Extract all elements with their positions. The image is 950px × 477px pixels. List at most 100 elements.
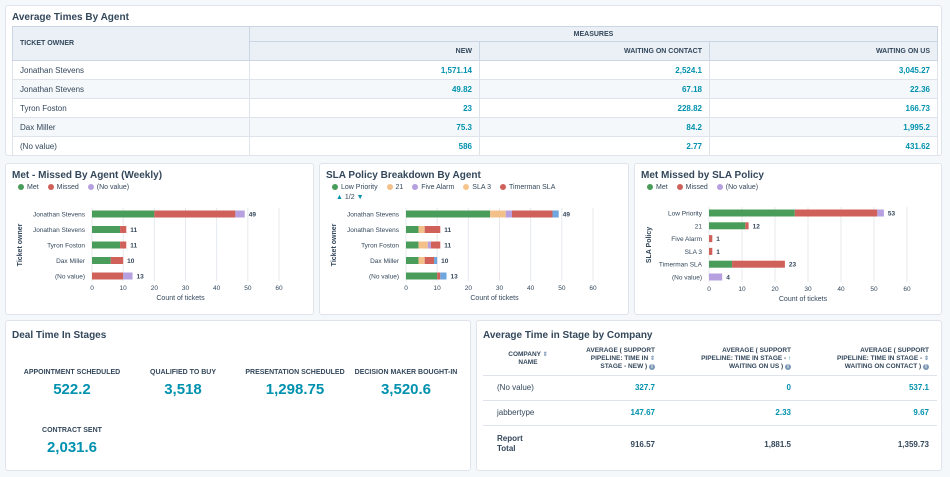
bar-segment[interactable] bbox=[440, 272, 447, 280]
bar-segment[interactable] bbox=[92, 257, 111, 264]
bar-segment[interactable] bbox=[511, 210, 553, 218]
bar-segment[interactable] bbox=[709, 222, 746, 230]
value-cell[interactable]: 9.67 bbox=[799, 400, 937, 426]
value-cell[interactable]: 2.77 bbox=[479, 136, 710, 155]
avg-waiting-contact-header[interactable]: AVERAGE ( SUPPORT PIPELINE: TIME IN STAG… bbox=[799, 343, 937, 376]
pager-prev-icon[interactable]: ▲ bbox=[336, 194, 343, 201]
legend-dot-icon bbox=[412, 184, 419, 190]
value-cell[interactable]: 327.7 bbox=[573, 375, 663, 401]
bar-segment[interactable] bbox=[709, 273, 723, 281]
col-waiting-us-header[interactable]: WAITING ON US bbox=[709, 41, 938, 61]
owner-name: Jonathan Stevens bbox=[12, 79, 250, 99]
value-cell[interactable]: 2,524.1 bbox=[479, 60, 710, 80]
value-cell[interactable]: 3,045.27 bbox=[709, 60, 938, 80]
bar-segment[interactable] bbox=[92, 226, 121, 233]
info-icon[interactable]: i bbox=[923, 363, 929, 370]
info-icon[interactable]: i bbox=[649, 363, 655, 370]
bar-segment[interactable] bbox=[709, 235, 713, 243]
bar-segment[interactable] bbox=[709, 209, 795, 217]
bar-segment[interactable] bbox=[430, 241, 441, 249]
bar-segment[interactable] bbox=[424, 257, 435, 264]
bar-segment[interactable] bbox=[437, 272, 441, 280]
legend-item[interactable]: Missed bbox=[676, 184, 708, 191]
bar-segment[interactable] bbox=[120, 241, 127, 249]
bar-segment[interactable] bbox=[709, 247, 713, 255]
sort-icon[interactable]: ⇕ bbox=[923, 355, 929, 362]
legend-item[interactable]: Five Alarm bbox=[412, 184, 454, 191]
sort-icon[interactable]: ⇕ bbox=[649, 355, 655, 362]
bar-segment[interactable] bbox=[745, 222, 749, 230]
bar-segment[interactable] bbox=[406, 226, 419, 233]
bar-segment[interactable] bbox=[110, 257, 124, 264]
bar-segment[interactable] bbox=[154, 210, 236, 218]
bar-segment[interactable] bbox=[418, 241, 428, 249]
bar-segment[interactable] bbox=[490, 210, 506, 218]
kpi-appointment-scheduled[interactable]: APPOINTMENT SCHEDULED 522.2 bbox=[17, 369, 127, 398]
legend-item[interactable]: Met bbox=[18, 184, 39, 191]
legend-item[interactable]: 21 bbox=[386, 184, 403, 191]
info-icon[interactable]: i bbox=[785, 363, 791, 370]
value-cell[interactable]: 0 bbox=[663, 375, 799, 401]
bar-segment[interactable] bbox=[424, 226, 441, 233]
bar-segment[interactable] bbox=[434, 257, 438, 264]
legend-item[interactable]: SLA 3 bbox=[463, 184, 491, 191]
legend-item[interactable]: Timerman SLA bbox=[499, 184, 555, 191]
avg-waiting-us-header[interactable]: AVERAGE ( SUPPORT PIPELINE: TIME IN STAG… bbox=[663, 343, 799, 376]
value-cell[interactable]: 537.1 bbox=[799, 375, 937, 401]
value-cell[interactable]: 586 bbox=[249, 136, 480, 155]
legend-item[interactable]: Low Priority bbox=[332, 184, 378, 191]
bar-segment[interactable] bbox=[709, 260, 733, 268]
ticket-owner-header[interactable]: TICKET OWNER bbox=[12, 26, 250, 61]
value-cell[interactable]: 22.36 bbox=[709, 79, 938, 99]
bar-segment[interactable] bbox=[406, 210, 491, 218]
value-cell[interactable]: 23 bbox=[249, 98, 480, 118]
kpi-decision-maker-bought-in[interactable]: DECISION MAKER BOUGHT-IN 3,520.6 bbox=[351, 369, 461, 398]
bar-segment[interactable] bbox=[732, 260, 785, 268]
kpi-contract-sent[interactable]: CONTRACT SENT 2,031.6 bbox=[17, 427, 127, 456]
legend-item[interactable]: (No value) bbox=[87, 184, 129, 191]
bar-segment[interactable] bbox=[794, 209, 878, 217]
bar-segment[interactable] bbox=[418, 257, 425, 264]
value-cell[interactable]: 1,995.2 bbox=[709, 117, 938, 137]
col-waiting-contact-header[interactable]: WAITING ON CONTACT bbox=[479, 41, 710, 61]
company-name-header[interactable]: COMPANY ⇕ NAME bbox=[483, 343, 573, 376]
kpi-presentation-scheduled[interactable]: PRESENTATION SCHEDULED 1,298.75 bbox=[240, 369, 350, 398]
bar-segment[interactable] bbox=[123, 272, 133, 280]
bar-segment[interactable] bbox=[552, 210, 559, 218]
value-cell[interactable]: 1,571.14 bbox=[249, 60, 480, 80]
bar-segment[interactable] bbox=[877, 209, 884, 217]
legend-item[interactable]: Met bbox=[647, 184, 668, 191]
value-cell[interactable]: 84.2 bbox=[479, 117, 710, 137]
bar-segment[interactable] bbox=[427, 241, 431, 249]
bar-segment[interactable] bbox=[120, 226, 127, 233]
sort-up-icon[interactable]: ↑ bbox=[788, 355, 791, 362]
header-line: WAITING ON CONTACT ) bbox=[844, 362, 922, 370]
bar-segment[interactable] bbox=[418, 226, 425, 233]
met-missed-card: Met - Missed By Agent (Weekly) Met Misse… bbox=[5, 163, 314, 315]
bar-segment[interactable] bbox=[235, 210, 245, 218]
bar-segment[interactable] bbox=[92, 241, 121, 249]
col-new-header[interactable]: NEW bbox=[249, 41, 480, 61]
avg-new-header[interactable]: AVERAGE ( SUPPORT PIPELINE: TIME IN ⇕ ST… bbox=[573, 343, 663, 376]
bar-segment[interactable] bbox=[92, 272, 124, 280]
pager-next-icon[interactable]: ▼ bbox=[356, 194, 364, 201]
bar-segment[interactable] bbox=[505, 210, 512, 218]
legend-item[interactable]: (No value) bbox=[716, 184, 758, 191]
value-cell[interactable]: 75.3 bbox=[249, 117, 480, 137]
bar-segment[interactable] bbox=[406, 241, 419, 249]
bar-segment[interactable] bbox=[92, 210, 155, 218]
kpi-qualified-to-buy[interactable]: QUALIFIED TO BUY 3,518 bbox=[128, 369, 238, 398]
bar-segment[interactable] bbox=[406, 257, 419, 264]
measures-header: MEASURES bbox=[249, 26, 938, 42]
sort-icon[interactable]: ⇕ bbox=[542, 351, 548, 358]
bar-segment[interactable] bbox=[406, 272, 438, 280]
value-cell[interactable]: 228.82 bbox=[479, 98, 710, 118]
value-cell[interactable]: 147.67 bbox=[573, 400, 663, 426]
legend-dot-icon bbox=[18, 184, 24, 190]
value-cell[interactable]: 431.62 bbox=[709, 136, 938, 155]
value-cell[interactable]: 49.82 bbox=[249, 79, 480, 99]
value-cell[interactable]: 67.18 bbox=[479, 79, 710, 99]
legend-item[interactable]: Missed bbox=[47, 184, 79, 191]
value-cell[interactable]: 2.33 bbox=[663, 400, 799, 426]
value-cell[interactable]: 166.73 bbox=[709, 98, 938, 118]
